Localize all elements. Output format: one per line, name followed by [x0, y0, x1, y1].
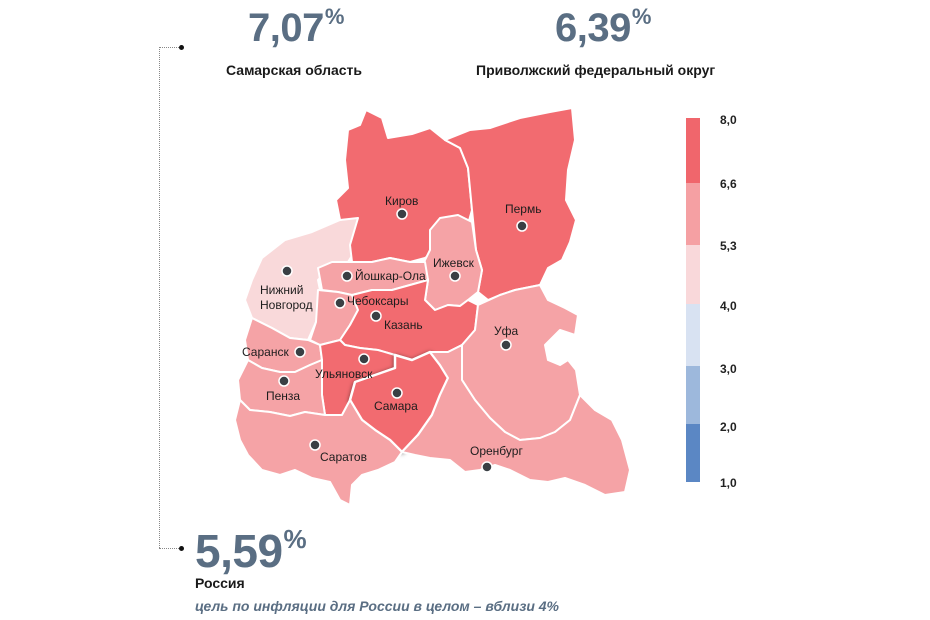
city-label-kirov: Киров [385, 194, 418, 208]
district-inflation-value: 6,39% [555, 6, 651, 50]
region-label: Самарская область [226, 62, 362, 78]
city-label-izhevsk: Ижевск [433, 256, 475, 270]
city-dot-yoshkar-ola[interactable] [341, 270, 353, 282]
city-label-nn-line1: Нижний [260, 283, 303, 297]
region-saratov[interactable] [234, 399, 403, 506]
legend-bin-6.6-8.0 [686, 118, 700, 183]
russia-label: Россия [195, 575, 245, 591]
city-dot-kazan[interactable] [370, 310, 382, 322]
legend-bin-2.0-3.0 [686, 366, 700, 424]
city-label-cheboksary: Чебоксары [347, 294, 408, 308]
legend-bin-5.3-6.6 [686, 183, 700, 245]
city-dot-nizhny-novgorod[interactable] [281, 265, 293, 277]
legend-bin-3.0-4.0 [686, 304, 700, 366]
legend-bin-1.0-2.0 [686, 424, 700, 482]
legend-tick-2.0: 2,0 [720, 420, 737, 434]
city-label-saratov: Саратов [320, 450, 367, 464]
district-value-number: 6,39 [555, 6, 631, 50]
city-dot-cheboksary[interactable] [334, 297, 346, 309]
legend-tick-5.3: 5,3 [720, 239, 737, 253]
region-value-number: 7,07 [248, 6, 324, 50]
city-label-samara: Самара [374, 399, 418, 413]
city-dot-ulyanovsk[interactable] [358, 353, 370, 365]
city-dot-perm[interactable] [516, 220, 528, 232]
city-label-ufa: Уфа [494, 324, 518, 338]
city-label-kazan: Казань [384, 318, 423, 332]
bracket-connector-line [159, 47, 160, 548]
city-label-penza: Пенза [266, 389, 300, 403]
bracket-dot-bottom [179, 546, 184, 551]
city-label-perm: Пермь [505, 202, 541, 216]
legend-bin-4.0-5.3 [686, 245, 700, 304]
city-dot-saransk[interactable] [294, 346, 306, 358]
city-dot-ufa[interactable] [500, 339, 512, 351]
city-label-saransk: Саранск [242, 345, 289, 359]
choropleth-map: Киров Пермь Нижний Новгород Йошкар-Ола И… [234, 107, 631, 506]
bracket-connector-top [159, 47, 181, 48]
city-label-orenburg: Оренбург [470, 444, 523, 458]
legend-tick-3.0: 3,0 [720, 362, 737, 376]
city-label-nn-line2: Новгород [260, 298, 313, 312]
city-label-yoshkar-ola: Йошкар-Ола [355, 268, 426, 283]
city-dot-penza[interactable] [278, 375, 290, 387]
bracket-connector-bottom [159, 548, 181, 549]
city-dot-kirov[interactable] [396, 208, 408, 220]
inflation-target-note: цель по инфляции для России в целом – вб… [195, 598, 560, 614]
city-dot-izhevsk[interactable] [449, 270, 461, 282]
percent-sign: % [631, 4, 652, 29]
region-inflation-value: 7,07% [248, 6, 344, 50]
district-label: Приволжский федеральный округ [476, 62, 716, 78]
city-dot-saratov[interactable] [309, 439, 321, 451]
legend-tick-1.0: 1,0 [720, 476, 737, 490]
legend-tick-6.6: 6,6 [720, 177, 737, 191]
percent-sign: % [283, 524, 307, 554]
city-dot-orenburg[interactable] [481, 461, 493, 473]
russia-value-number: 5,59 [195, 525, 283, 577]
region-orenburg[interactable] [401, 344, 631, 496]
percent-sign: % [324, 4, 345, 29]
legend-tick-8.0: 8,0 [720, 113, 737, 127]
city-dot-samara[interactable] [391, 387, 403, 399]
russia-inflation-value: 5,59% [195, 525, 307, 577]
bracket-dot-top [179, 45, 184, 50]
legend-tick-4.0: 4,0 [720, 299, 737, 313]
city-label-ulyanovsk: Ульяновск [315, 367, 373, 381]
